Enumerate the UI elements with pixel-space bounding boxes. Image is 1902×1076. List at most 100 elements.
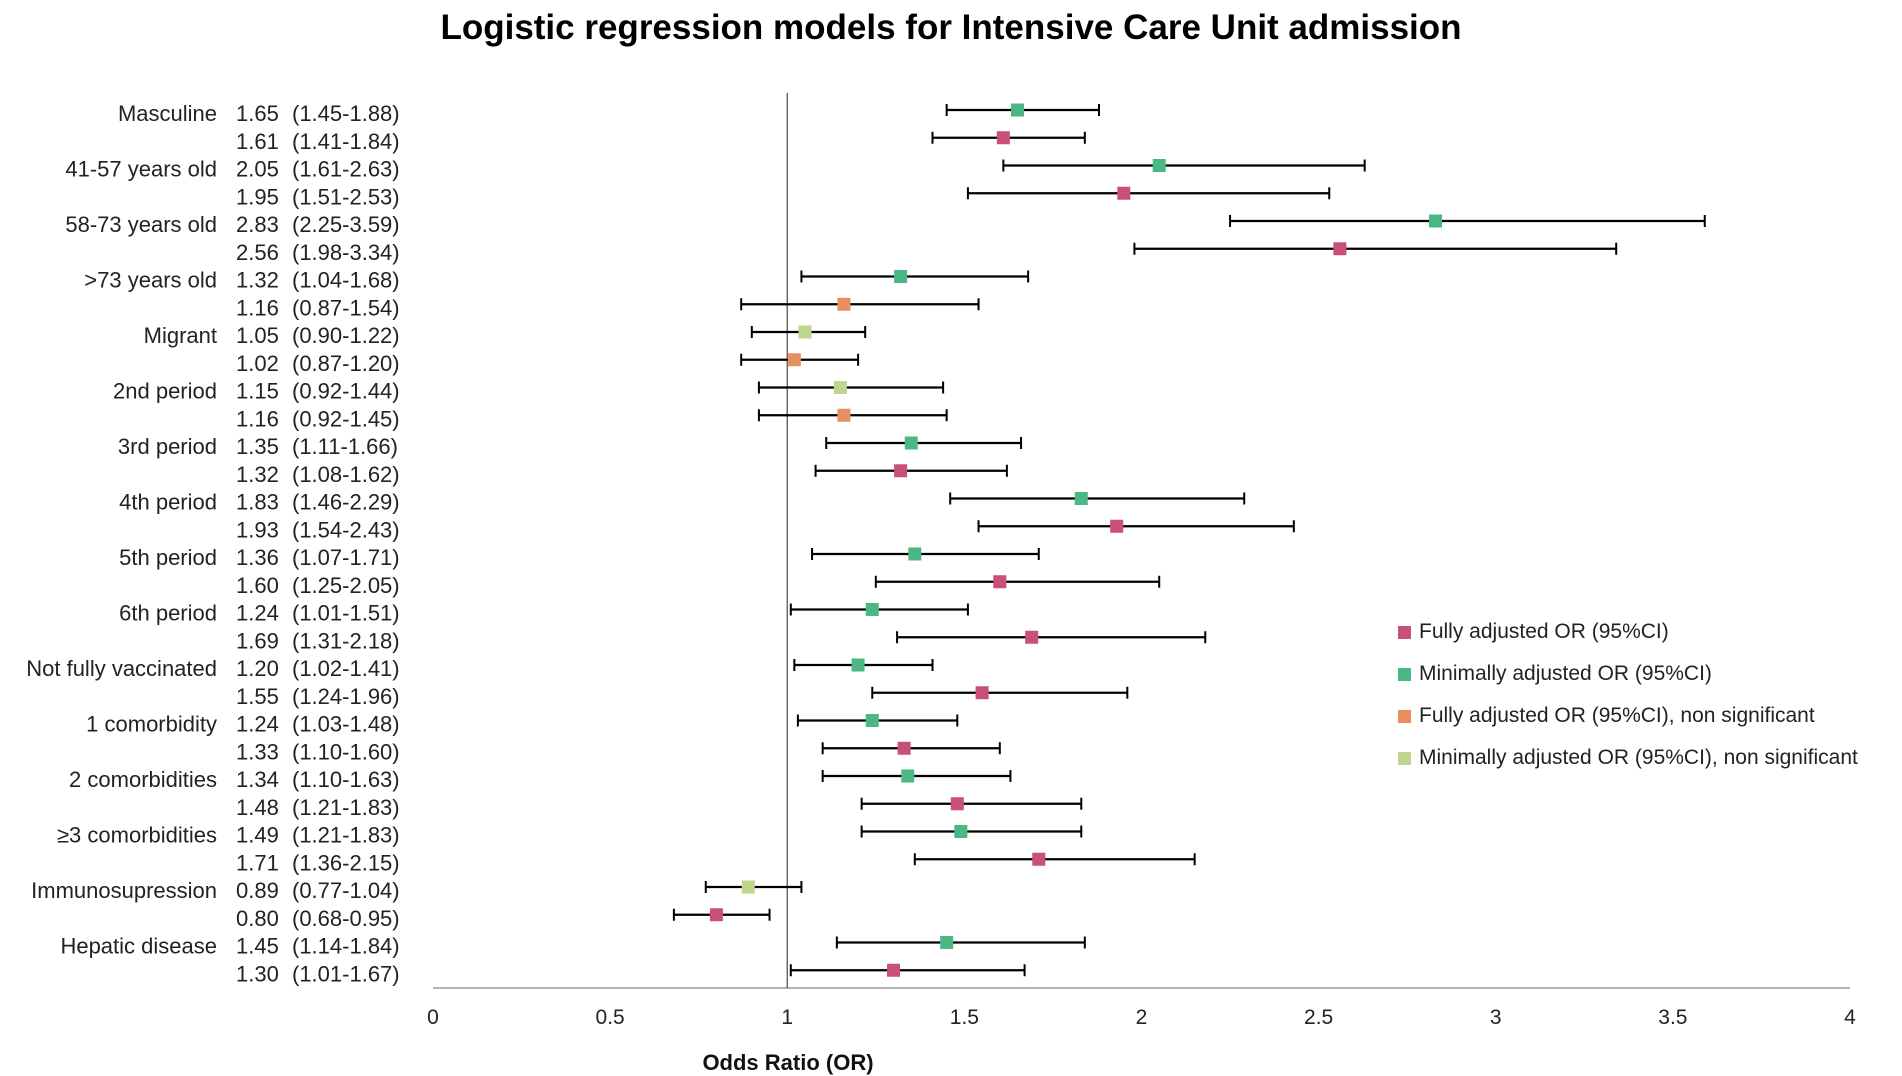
or-point-marker — [975, 686, 989, 700]
or-point-marker — [940, 936, 954, 949]
or-point-marker — [741, 880, 755, 894]
row-ci-value: (1.41-1.84) — [292, 129, 400, 154]
row-variable-label: Immunosupression — [31, 878, 217, 903]
row-or-value: 1.55 — [236, 684, 279, 709]
or-point-marker — [851, 658, 865, 672]
row-or-value: 1.24 — [236, 712, 279, 737]
row-variable-label: ≥3 comorbidities — [57, 823, 217, 848]
row-ci-value: (0.77-1.04) — [292, 878, 400, 903]
row-ci-value: (1.01-1.51) — [292, 601, 400, 626]
row-or-value: 1.65 — [236, 101, 279, 126]
or-point-marker — [894, 464, 908, 478]
or-point-marker — [1110, 519, 1124, 533]
row-or-value: 1.83 — [236, 490, 279, 515]
or-point-marker — [1152, 159, 1166, 172]
or-point-marker — [1429, 214, 1443, 228]
or-point-marker — [993, 575, 1007, 589]
row-ci-value: (2.25-3.59) — [292, 212, 400, 237]
row-variable-label: Masculine — [118, 101, 217, 126]
row-or-value: 1.93 — [236, 517, 279, 542]
row-variable-label: 2 comorbidities — [69, 767, 217, 792]
row-or-value: 1.35 — [236, 434, 279, 459]
row-variable-label: 6th period — [119, 601, 217, 626]
or-point-marker — [897, 741, 911, 755]
or-point-marker — [1117, 186, 1131, 200]
or-point-marker — [833, 381, 847, 394]
row-or-value: 1.16 — [236, 295, 279, 320]
row-or-value: 1.32 — [236, 268, 279, 293]
or-point-marker — [865, 603, 879, 616]
x-tick-label: 2 — [1136, 1006, 1148, 1029]
x-tick-label: 3.5 — [1658, 1006, 1687, 1029]
or-point-marker — [709, 908, 723, 922]
row-or-value: 1.05 — [236, 323, 279, 348]
row-ci-value: (1.10-1.60) — [292, 739, 400, 764]
row-or-value: 0.89 — [236, 878, 279, 903]
row-ci-value: (1.31-2.18) — [292, 628, 400, 653]
row-variable-label: 41-57 years old — [65, 157, 217, 182]
row-variable-label: 1 comorbidity — [86, 712, 217, 737]
row-labels: Masculine 1.65 (1.45-1.88) 1.61 (1.41-1.84) 4… — [26, 101, 399, 986]
row-variable-label: 2nd period — [113, 379, 217, 404]
row-or-value: 1.16 — [236, 406, 279, 431]
row-or-value: 2.83 — [236, 212, 279, 237]
or-point-marker — [837, 297, 851, 311]
plot-marks — [672, 93, 1706, 988]
row-ci-value: (1.07-1.71) — [292, 545, 400, 570]
legend-label: Minimally adjusted OR (95%CI) — [1419, 662, 1712, 685]
row-or-value: 1.15 — [236, 379, 279, 404]
row-ci-value: (1.51-2.53) — [292, 184, 400, 209]
row-ci-value: (1.01-1.67) — [292, 961, 400, 986]
or-point-marker — [787, 353, 801, 367]
or-point-marker — [1025, 630, 1039, 644]
row-ci-value: (1.11-1.66) — [292, 434, 398, 459]
row-ci-value: (1.45-1.88) — [292, 101, 400, 126]
row-variable-label: 58-73 years old — [65, 212, 217, 237]
row-ci-value: (1.08-1.62) — [292, 462, 400, 487]
legend-label: Fully adjusted OR (95%CI), non significa… — [1419, 704, 1815, 727]
row-or-value: 1.32 — [236, 462, 279, 487]
row-variable-label: Hepatic disease — [60, 934, 217, 959]
x-axis-title: Odds Ratio (OR) — [702, 1050, 873, 1075]
or-point-marker — [837, 408, 851, 422]
row-or-value: 1.33 — [236, 739, 279, 764]
row-or-value: 1.95 — [236, 184, 279, 209]
row-or-value: 1.69 — [236, 628, 279, 653]
chart-title: Logistic regression models for Intensive… — [440, 8, 1462, 47]
or-point-marker — [954, 825, 968, 838]
row-ci-value: (1.04-1.68) — [292, 268, 400, 293]
x-tick-label: 0 — [427, 1006, 439, 1029]
x-tick-label: 0.5 — [596, 1006, 625, 1029]
legend-swatch — [1398, 752, 1411, 765]
row-or-value: 1.71 — [236, 850, 279, 875]
row-or-value: 1.49 — [236, 823, 279, 848]
row-ci-value: (0.92-1.44) — [292, 379, 400, 404]
row-or-value: 1.20 — [236, 656, 279, 681]
x-tick-label: 2.5 — [1304, 1006, 1333, 1029]
or-point-marker — [950, 797, 964, 811]
legend-label: Minimally adjusted OR (95%CI), non signi… — [1419, 746, 1858, 769]
legend-swatch — [1398, 668, 1411, 681]
or-point-marker — [1074, 492, 1088, 505]
row-or-value: 1.24 — [236, 601, 279, 626]
or-point-marker — [904, 436, 918, 450]
row-ci-value: (1.14-1.84) — [292, 934, 400, 959]
row-or-value: 1.45 — [236, 934, 279, 959]
legend-label: Fully adjusted OR (95%CI) — [1419, 620, 1669, 643]
row-ci-value: (1.98-3.34) — [292, 240, 400, 265]
row-ci-value: (1.36-2.15) — [292, 850, 400, 875]
row-or-value: 2.56 — [236, 240, 279, 265]
row-ci-value: (0.92-1.45) — [292, 406, 400, 431]
or-point-marker — [1011, 103, 1025, 117]
row-or-value: 2.05 — [236, 157, 279, 182]
x-tick-label: 1.5 — [950, 1006, 979, 1029]
row-or-value: 1.02 — [236, 351, 279, 376]
legend: Fully adjusted OR (95%CI) Minimally adjus… — [1398, 620, 1858, 769]
row-ci-value: (1.46-2.29) — [292, 490, 400, 515]
row-ci-value: (1.25-2.05) — [292, 573, 400, 598]
row-ci-value: (1.54-2.43) — [292, 517, 400, 542]
row-variable-label: Not fully vaccinated — [26, 656, 217, 681]
row-or-value: 0.80 — [236, 906, 279, 931]
or-point-marker — [996, 131, 1010, 145]
